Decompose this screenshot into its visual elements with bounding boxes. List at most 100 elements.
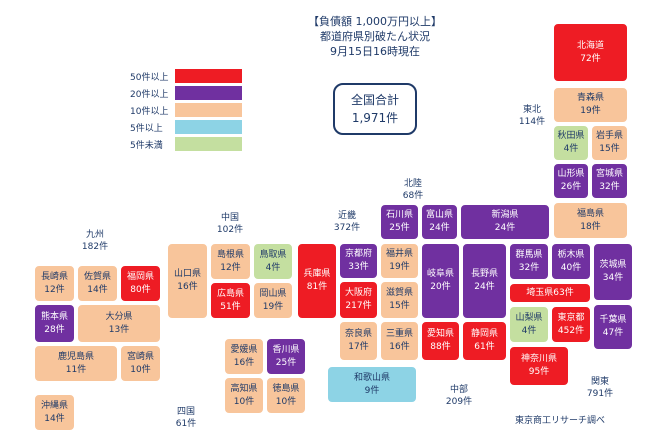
prefecture-name: 大分県 [105, 311, 133, 322]
prefecture-wakayama[interactable]: 和歌山県 9件 [327, 366, 417, 403]
prefecture-fukuoka[interactable]: 福岡県 80件 [120, 265, 161, 302]
region-label-kanto: 関東 791件 [575, 376, 625, 400]
prefecture-kanagawa[interactable]: 神奈川県 95件 [509, 346, 569, 386]
prefecture-count: 80件 [130, 284, 151, 295]
region-count: 68件 [402, 191, 424, 201]
legend-swatch-green [175, 137, 242, 151]
prefecture-fukui[interactable]: 福井県 19件 [380, 243, 419, 279]
legend-item-10plus: 10件以上 [121, 103, 242, 117]
prefecture-name: 愛知県 [426, 329, 454, 339]
prefecture-kochi[interactable]: 高知県 10件 [224, 377, 264, 414]
prefecture-name: 青森県 [576, 93, 604, 103]
prefecture-name: 埼玉県 [526, 287, 554, 298]
prefecture-count: 10件 [275, 396, 297, 407]
prefecture-tokushima[interactable]: 徳島県 10件 [266, 377, 306, 414]
region-count: 372件 [333, 223, 361, 233]
region-name: 関東 [590, 377, 609, 387]
prefecture-name: 山梨県 [515, 312, 543, 323]
prefecture-name: 石川県 [385, 210, 413, 220]
prefecture-count: 88件 [430, 342, 451, 352]
prefecture-count: 63件 [553, 287, 574, 298]
prefecture-name: 高知県 [230, 383, 258, 394]
prefecture-tottori[interactable]: 鳥取県 4件 [253, 243, 293, 280]
prefecture-aomori[interactable]: 青森県 19件 [553, 87, 628, 123]
prefecture-hyogo[interactable]: 兵庫県 81件 [297, 243, 337, 319]
prefecture-tokyo[interactable]: 東京都 452件 [551, 306, 591, 343]
prefecture-name: 徳島県 [272, 383, 300, 394]
region-name: 九州 [85, 230, 104, 240]
prefecture-ibaraki[interactable]: 茨城県 34件 [593, 243, 633, 301]
prefecture-count: 19件 [389, 262, 410, 272]
prefecture-chiba[interactable]: 千葉県 47件 [593, 304, 633, 350]
prefecture-osaka[interactable]: 大阪府 217件 [339, 281, 378, 319]
prefecture-nagasaki[interactable]: 長崎県 12件 [34, 265, 75, 302]
prefecture-count: 26件 [560, 182, 582, 192]
prefecture-name: 島根県 [216, 249, 244, 260]
prefecture-nagano[interactable]: 長野県 24件 [462, 243, 507, 319]
prefecture-count: 12件 [220, 262, 241, 273]
prefecture-count: 33件 [348, 262, 369, 272]
legend-swatch-blue [175, 120, 242, 134]
prefecture-shimane[interactable]: 島根県 12件 [210, 243, 251, 280]
prefecture-yamanashi[interactable]: 山梨県 4件 [509, 306, 549, 343]
prefecture-kyoto[interactable]: 京都府 33件 [339, 243, 378, 279]
region-count: 61件 [175, 419, 197, 429]
prefecture-yamagata[interactable]: 山形県 26件 [553, 163, 589, 199]
region-name: 東北 [522, 105, 541, 115]
legend-swatch-orange [175, 103, 242, 117]
prefecture-kagawa[interactable]: 香川県 25件 [266, 338, 306, 375]
prefecture-count: 18件 [580, 221, 601, 232]
prefecture-miyazaki[interactable]: 宮崎県 10件 [120, 345, 161, 382]
prefecture-niigata[interactable]: 新潟県 24件 [460, 204, 550, 240]
prefecture-saga[interactable]: 佐賀県 14件 [77, 265, 118, 302]
region-count: 102件 [216, 225, 244, 235]
prefecture-shizuoka[interactable]: 静岡県 61件 [462, 321, 507, 361]
title-line-1: 【負債額 1,000万円以上】 [308, 15, 442, 28]
prefecture-okinawa[interactable]: 沖縄県 14件 [34, 394, 75, 431]
prefecture-hokkaido[interactable]: 北海道 72件 [553, 23, 628, 82]
prefecture-iwate[interactable]: 岩手県 15件 [591, 125, 628, 161]
region-count: 114件 [518, 117, 546, 127]
prefecture-yamaguchi[interactable]: 山口県 16件 [167, 243, 208, 319]
prefecture-akita[interactable]: 秋田県 4件 [553, 125, 589, 161]
prefecture-name: 福島県 [576, 208, 604, 219]
prefecture-oita[interactable]: 大分県 13件 [77, 304, 161, 343]
prefecture-ishikawa[interactable]: 石川県 25件 [380, 204, 419, 240]
prefecture-shiga[interactable]: 滋賀県 15件 [380, 281, 419, 319]
prefecture-kumamoto[interactable]: 熊本県 28件 [34, 304, 75, 343]
prefecture-name: 三重県 [385, 329, 413, 339]
prefecture-count: 40件 [560, 262, 582, 273]
prefecture-name: 秋田県 [557, 131, 585, 141]
prefecture-tochigi[interactable]: 栃木県 40件 [551, 243, 591, 280]
prefecture-count: 25件 [275, 357, 297, 368]
prefecture-saitama[interactable]: 埼玉県 63件 [509, 283, 591, 303]
legend-swatch-red [175, 69, 242, 83]
prefecture-gifu[interactable]: 岐阜県 20件 [421, 243, 460, 319]
prefecture-gunma[interactable]: 群馬県 32件 [509, 243, 549, 280]
prefecture-count: 24件 [494, 223, 516, 233]
prefecture-kagoshima[interactable]: 鹿児島県 11件 [34, 345, 118, 382]
prefecture-miyagi[interactable]: 宮城県 32件 [591, 163, 628, 199]
prefecture-name: 神奈川県 [520, 354, 557, 364]
prefecture-aichi[interactable]: 愛知県 88件 [421, 321, 460, 361]
legend-item-5plus: 5件以上 [121, 120, 242, 134]
national-total-label: 全国合計 [350, 93, 399, 107]
prefecture-name: 山口県 [173, 269, 201, 279]
prefecture-name: 鳥取県 [259, 249, 287, 260]
prefecture-toyama[interactable]: 富山県 24件 [421, 204, 458, 240]
prefecture-nara[interactable]: 奈良県 17件 [339, 321, 378, 361]
prefecture-count: 15件 [389, 301, 410, 311]
prefecture-count: 32件 [518, 262, 540, 273]
map-title: 【負債額 1,000万円以上】 都道府県別破たん状況 9月15日16時現在 [290, 14, 460, 59]
prefecture-name: 熊本県 [40, 311, 68, 322]
prefecture-mie[interactable]: 三重県 16件 [380, 321, 419, 361]
prefecture-ehime[interactable]: 愛媛県 16件 [224, 338, 264, 375]
prefecture-name: 大阪府 [344, 288, 372, 298]
prefecture-hiroshima[interactable]: 広島県 51件 [210, 282, 251, 319]
prefecture-name: 広島県 [216, 288, 244, 299]
prefecture-name: 佐賀県 [83, 271, 111, 282]
prefecture-name: 茨城県 [599, 260, 627, 270]
legend-label: 50件以上 [130, 73, 169, 83]
prefecture-okayama[interactable]: 岡山県 19件 [253, 282, 293, 319]
prefecture-fukushima[interactable]: 福島県 18件 [553, 202, 628, 239]
